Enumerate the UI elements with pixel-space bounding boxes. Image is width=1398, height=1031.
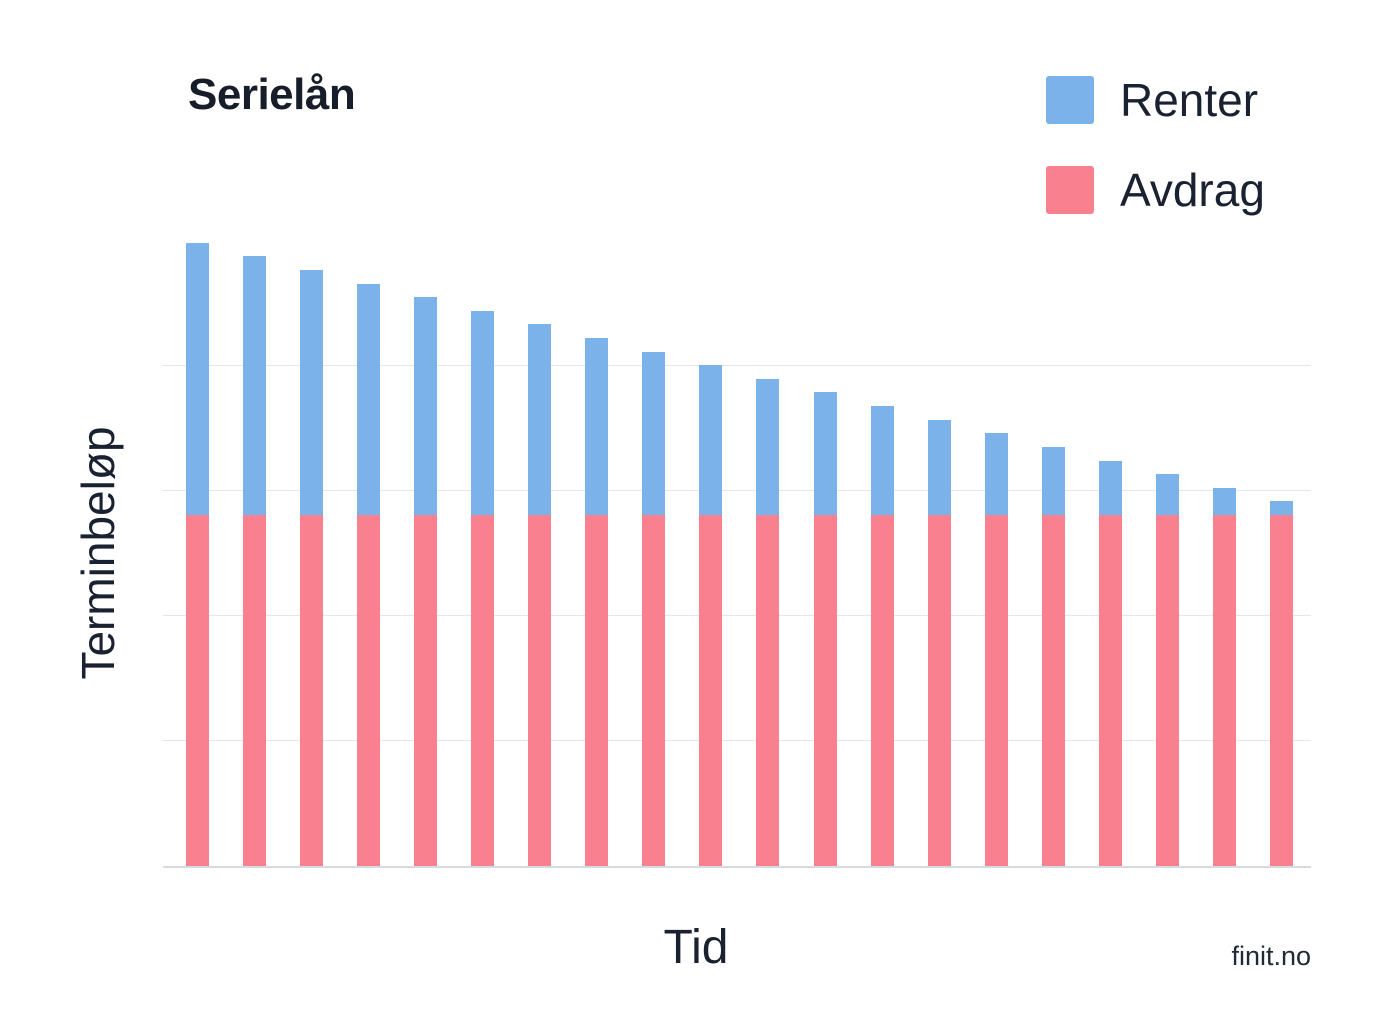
- bar-termin-3: [300, 270, 324, 866]
- renter-segment: [870, 406, 894, 515]
- avdrag-segment: [300, 514, 324, 866]
- chart-title: Serielån: [188, 70, 356, 119]
- renter-segment: [927, 419, 951, 515]
- avdrag-segment: [471, 514, 495, 866]
- bar-termin-5: [414, 297, 438, 866]
- renter-segment: [186, 242, 209, 515]
- avdrag-segment: [1155, 514, 1179, 866]
- legend: Renter Avdrag: [1046, 76, 1265, 214]
- legend-label-avdrag: Avdrag: [1120, 164, 1265, 216]
- y-gridline: [163, 739, 1311, 742]
- bars: [163, 240, 1311, 866]
- bar-termin-12: [813, 392, 837, 866]
- bar-termin-13: [870, 406, 894, 866]
- avdrag-segment: [528, 514, 552, 866]
- avdrag-segment: [1269, 514, 1293, 866]
- y-gridline: [163, 489, 1311, 492]
- renter-segment: [699, 365, 723, 515]
- renter-segment: [1212, 487, 1236, 515]
- avdrag-segment: [642, 514, 666, 866]
- renter-segment: [585, 338, 609, 515]
- renter-segment: [756, 378, 780, 515]
- renter-segment: [1269, 501, 1293, 515]
- renter-segment: [1098, 460, 1122, 515]
- renter-segment: [357, 283, 381, 515]
- avdrag-segment: [699, 514, 723, 866]
- legend-item-avdrag: Avdrag: [1046, 166, 1265, 214]
- avdrag-segment: [1041, 514, 1065, 866]
- avdrag-segment: [870, 514, 894, 866]
- bar-termin-8: [585, 338, 609, 866]
- bar-termin-4: [357, 283, 381, 866]
- bar-termin-10: [699, 365, 723, 866]
- y-axis-label: Terminbeløp: [72, 426, 124, 680]
- bar-termin-1: [186, 242, 209, 866]
- renter-segment: [243, 256, 267, 515]
- avdrag-segment: [1212, 514, 1236, 866]
- avdrag-segment: [984, 514, 1008, 866]
- bar-termin-20: [1269, 501, 1293, 866]
- bar-termin-9: [642, 351, 666, 866]
- bar-termin-2: [243, 256, 267, 866]
- renter-segment: [1155, 474, 1179, 515]
- avdrag-segment: [243, 514, 267, 866]
- avdrag-segment: [186, 514, 209, 866]
- legend-item-renter: Renter: [1046, 76, 1265, 124]
- bar-termin-6: [471, 310, 495, 866]
- renter-segment: [300, 270, 324, 515]
- bar-termin-16: [1041, 446, 1065, 866]
- plot-area: [163, 240, 1311, 868]
- bar-termin-15: [984, 433, 1008, 866]
- bar-termin-19: [1212, 487, 1236, 866]
- x-axis-label: Tid: [663, 921, 729, 974]
- bar-termin-7: [528, 324, 552, 866]
- y-gridline: [163, 614, 1311, 617]
- avdrag-segment: [756, 514, 780, 866]
- legend-label-renter: Renter: [1120, 74, 1259, 126]
- avdrag-swatch-icon: [1046, 166, 1094, 214]
- avdrag-segment: [414, 514, 438, 866]
- avdrag-segment: [1098, 514, 1122, 866]
- renter-segment: [642, 351, 666, 515]
- bar-termin-11: [756, 378, 780, 866]
- y-gridline: [163, 364, 1311, 367]
- avdrag-segment: [357, 514, 381, 866]
- renter-segment: [471, 310, 495, 515]
- avdrag-segment: [927, 514, 951, 866]
- avdrag-segment: [585, 514, 609, 866]
- renter-segment: [813, 392, 837, 515]
- watermark: finit.no: [1231, 941, 1311, 971]
- bar-termin-14: [927, 419, 951, 866]
- bar-termin-17: [1098, 460, 1122, 866]
- renter-segment: [528, 324, 552, 515]
- renter-segment: [414, 297, 438, 515]
- renter-segment: [1041, 446, 1065, 515]
- bar-termin-18: [1155, 474, 1179, 866]
- avdrag-segment: [813, 514, 837, 866]
- renter-swatch-icon: [1046, 76, 1094, 124]
- renter-segment: [984, 433, 1008, 515]
